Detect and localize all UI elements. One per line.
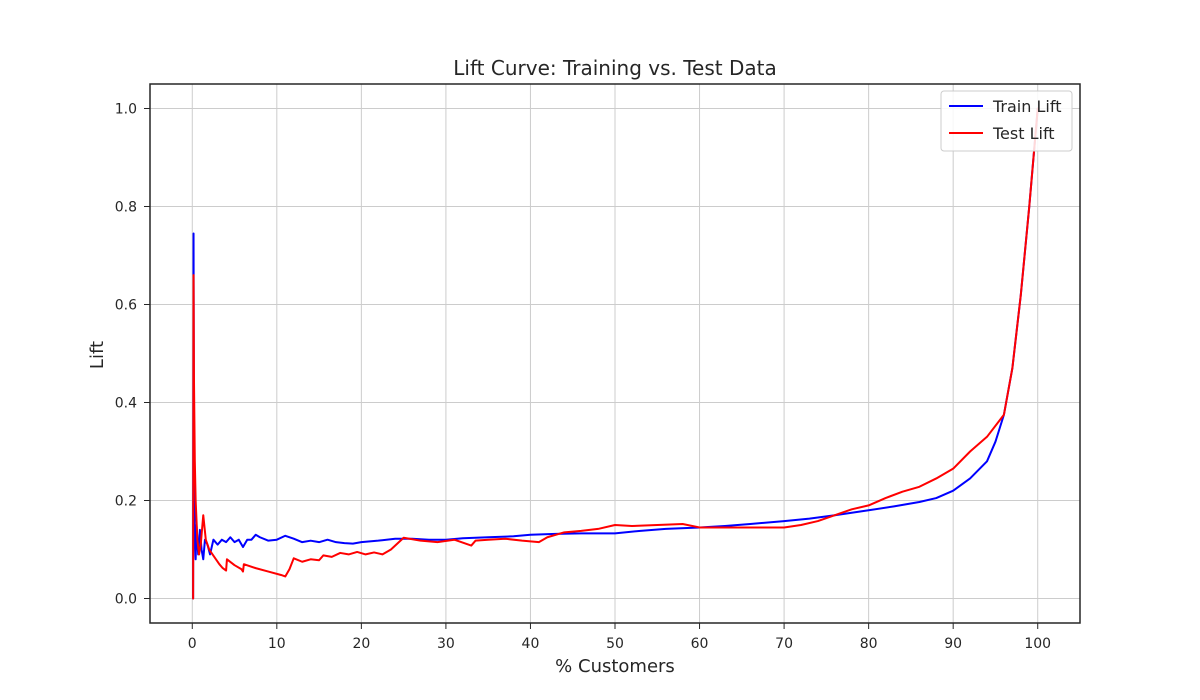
chart-title: Lift Curve: Training vs. Test Data xyxy=(453,56,776,80)
grid xyxy=(150,84,1080,623)
x-tick-label: 30 xyxy=(437,636,455,652)
x-tick-label: 40 xyxy=(522,636,540,652)
legend-label-test: Test Lift xyxy=(992,124,1055,143)
x-tick-label: 90 xyxy=(944,636,962,652)
x-tick-label: 70 xyxy=(775,636,793,652)
x-tick-label: 50 xyxy=(606,636,624,652)
y-tick-label: 0.2 xyxy=(115,494,137,510)
x-tick-label: 80 xyxy=(860,636,878,652)
legend: Train Lift Test Lift xyxy=(940,90,1073,152)
x-tick-label: 60 xyxy=(691,636,709,652)
x-tick-label: 0 xyxy=(188,636,197,652)
ticks: 0 10 20 30 40 50 60 70 80 90 100 0.0 0.2 0.4 0.6 0.8 1.0 xyxy=(115,102,1051,653)
x-tick-label: 100 xyxy=(1024,636,1051,652)
y-tick-label: 1.0 xyxy=(115,102,137,118)
y-tick-label: 0.0 xyxy=(115,592,137,608)
y-tick-label: 0.4 xyxy=(115,396,137,412)
legend-label-train: Train Lift xyxy=(992,97,1061,116)
x-axis-label: % Customers xyxy=(555,656,675,677)
y-tick-label: 0.6 xyxy=(115,298,137,314)
series-layer xyxy=(192,107,1039,600)
test-lift-line xyxy=(192,107,1039,600)
y-axis-label: Lift xyxy=(87,341,108,369)
x-tick-label: 10 xyxy=(268,636,286,652)
x-tick-label: 20 xyxy=(352,636,370,652)
y-tick-label: 0.8 xyxy=(115,200,137,216)
